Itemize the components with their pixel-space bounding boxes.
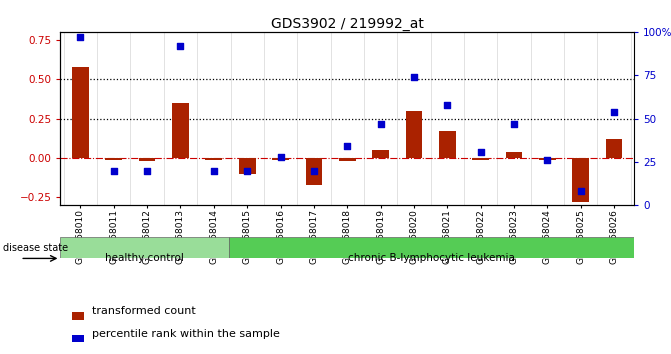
Bar <box>139 158 156 161</box>
Bar <box>172 103 189 158</box>
Point <box>342 143 353 149</box>
Bar <box>339 158 356 161</box>
Point <box>609 109 619 114</box>
Bar <box>439 131 456 158</box>
Bar <box>239 158 256 174</box>
Point <box>275 154 286 160</box>
Bar <box>60 237 229 258</box>
Bar <box>229 237 634 258</box>
Point <box>109 168 119 173</box>
Bar <box>105 158 122 160</box>
Bar <box>72 312 85 320</box>
Bar <box>539 158 556 160</box>
Point <box>442 102 453 108</box>
Bar <box>372 150 389 158</box>
Bar <box>205 158 222 160</box>
Bar <box>472 158 489 160</box>
Point <box>242 168 252 173</box>
Point <box>475 149 486 154</box>
Point <box>509 121 519 127</box>
Bar <box>506 152 522 158</box>
Bar <box>606 139 623 158</box>
Point <box>142 168 152 173</box>
Text: disease state: disease state <box>3 243 68 253</box>
Bar <box>72 335 85 342</box>
Text: healthy control: healthy control <box>105 253 185 263</box>
Point <box>542 158 553 163</box>
Point <box>175 43 186 48</box>
Point <box>75 34 86 40</box>
Bar <box>272 158 289 160</box>
Bar <box>305 158 322 185</box>
Text: chronic B-lymphocytic leukemia: chronic B-lymphocytic leukemia <box>348 253 515 263</box>
Bar <box>572 158 589 202</box>
Point <box>375 121 386 127</box>
Point <box>209 168 219 173</box>
Bar <box>72 67 89 158</box>
Text: transformed count: transformed count <box>92 306 196 316</box>
Point <box>309 168 319 173</box>
Point <box>575 189 586 194</box>
Title: GDS3902 / 219992_at: GDS3902 / 219992_at <box>271 17 423 31</box>
Point <box>409 74 419 80</box>
Bar <box>405 111 422 158</box>
Text: percentile rank within the sample: percentile rank within the sample <box>92 329 280 338</box>
